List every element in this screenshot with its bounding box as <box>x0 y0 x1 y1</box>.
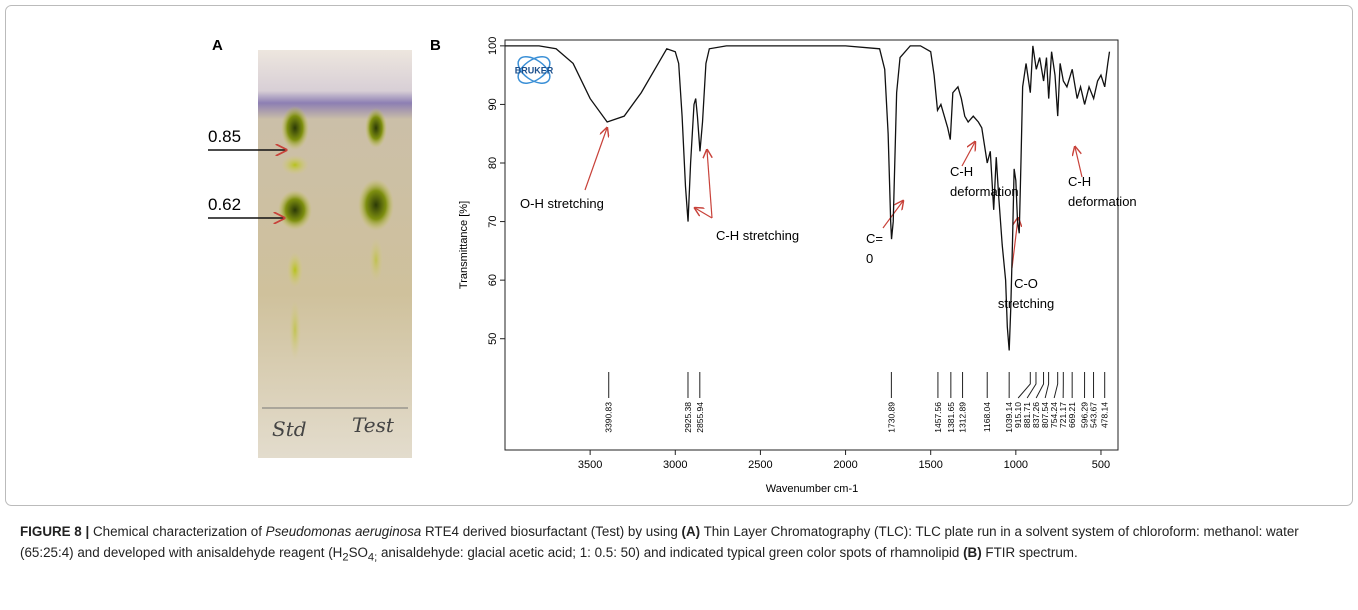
caption-text: anisaldehyde: glacial acetic acid; 1: 0.… <box>380 545 960 560</box>
tlc-plate <box>258 50 412 458</box>
lane-label: Test <box>352 413 395 437</box>
peak-label: 3390.83 <box>604 402 614 433</box>
x-axis-label: Wavenumber cm-1 <box>766 483 859 495</box>
peak-label: 2855.94 <box>695 402 705 433</box>
annotation: 0 <box>866 251 873 266</box>
annotation: C-O <box>1014 276 1038 291</box>
peak-stick <box>1053 372 1059 399</box>
peak-stick <box>1044 372 1050 399</box>
peak-label: 881.71 <box>1022 402 1032 428</box>
x-tick-label: 500 <box>1092 459 1110 471</box>
panel-label: B <box>430 37 441 54</box>
caption-panel-ref: (A) <box>681 524 701 539</box>
annotation: C-H <box>950 164 973 179</box>
y-tick-label: 50 <box>487 333 499 345</box>
peak-label: 478.14 <box>1100 402 1110 428</box>
x-tick-label: 3500 <box>578 459 602 471</box>
y-tick-label: 80 <box>487 157 499 169</box>
caption-subscript: 4; <box>367 551 378 564</box>
peak-label: 1730.89 <box>886 402 896 433</box>
x-tick-label: 3000 <box>663 459 687 471</box>
annotation-arrows <box>584 128 1083 269</box>
figure: A 0.85 0.62 Std Test B BRUKER Wavenumber… <box>5 5 1353 506</box>
annotation: deformation <box>1068 194 1137 209</box>
peak-label: 2925.38 <box>683 402 693 433</box>
caption-text: FTIR spectrum. <box>985 545 1078 560</box>
y-tick-label: 70 <box>487 215 499 227</box>
peak-label: 754.24 <box>1049 402 1059 428</box>
annotation: deformation <box>950 184 1019 199</box>
rf-label: 0.62 <box>208 195 241 214</box>
peak-label: 1381.65 <box>946 402 956 433</box>
peak-label: 807.54 <box>1040 402 1050 428</box>
x-tick-label: 2000 <box>833 459 857 471</box>
lane-label: Std <box>272 417 307 441</box>
peak-label: 543.67 <box>1089 402 1099 428</box>
logo: BRUKER <box>515 56 554 84</box>
caption-text: Thin Layer Chromatography (TLC): TLC pla… <box>20 524 1299 560</box>
caption-panel-ref: (B) <box>963 545 982 560</box>
spectrum-line <box>505 45 1111 351</box>
panel-label: A <box>212 37 223 54</box>
x-tick-label: 1500 <box>918 459 942 471</box>
peak-label: 1457.56 <box>933 402 943 433</box>
y-tick-label: 100 <box>487 37 499 55</box>
plot-frame <box>504 39 1119 451</box>
caption-subscript: 2 <box>342 551 349 564</box>
peak-stick <box>1035 372 1045 399</box>
peak-label: 915.10 <box>1013 402 1023 428</box>
x-tick-label: 2500 <box>748 459 772 471</box>
caption-text: Chemical characterization of <box>92 524 262 539</box>
annotation: O-H stretching <box>520 196 604 211</box>
y-axis-label: Transmittance [%] <box>458 201 470 289</box>
caption-species: Pseudomonas aeruginosa <box>265 524 422 539</box>
peak-stick <box>1026 372 1037 399</box>
annotation: C= <box>866 231 883 246</box>
y-tick-label: 90 <box>487 98 499 110</box>
peak-label: 837.26 <box>1031 402 1041 428</box>
peak-label: 1168.04 <box>982 402 992 432</box>
caption: FIGURE 8 | Chemical characterization of … <box>20 521 1338 569</box>
peak-label: 1312.89 <box>958 402 968 433</box>
annotation: C-H <box>1068 174 1091 189</box>
caption-text: RTE4 derived biosurfactant (Test) by usi… <box>424 524 678 539</box>
rf-label: 0.85 <box>208 127 241 146</box>
peak-stick <box>1017 372 1031 399</box>
annotation: C-H stretching <box>716 228 799 243</box>
annotation: stretching <box>998 296 1054 311</box>
caption-text: SO <box>348 545 368 560</box>
peak-label: 596.29 <box>1080 402 1090 428</box>
y-tick-label: 60 <box>487 274 499 286</box>
peak-label: 1039.14 <box>1004 402 1014 433</box>
logo-text: BRUKER <box>515 65 554 75</box>
caption-figure-number: FIGURE 8 | <box>20 524 90 539</box>
figure-frame <box>5 5 1353 506</box>
peak-label: 669.21 <box>1067 402 1077 428</box>
x-tick-label: 1000 <box>1004 459 1028 471</box>
peak-label: 721.17 <box>1058 402 1068 428</box>
